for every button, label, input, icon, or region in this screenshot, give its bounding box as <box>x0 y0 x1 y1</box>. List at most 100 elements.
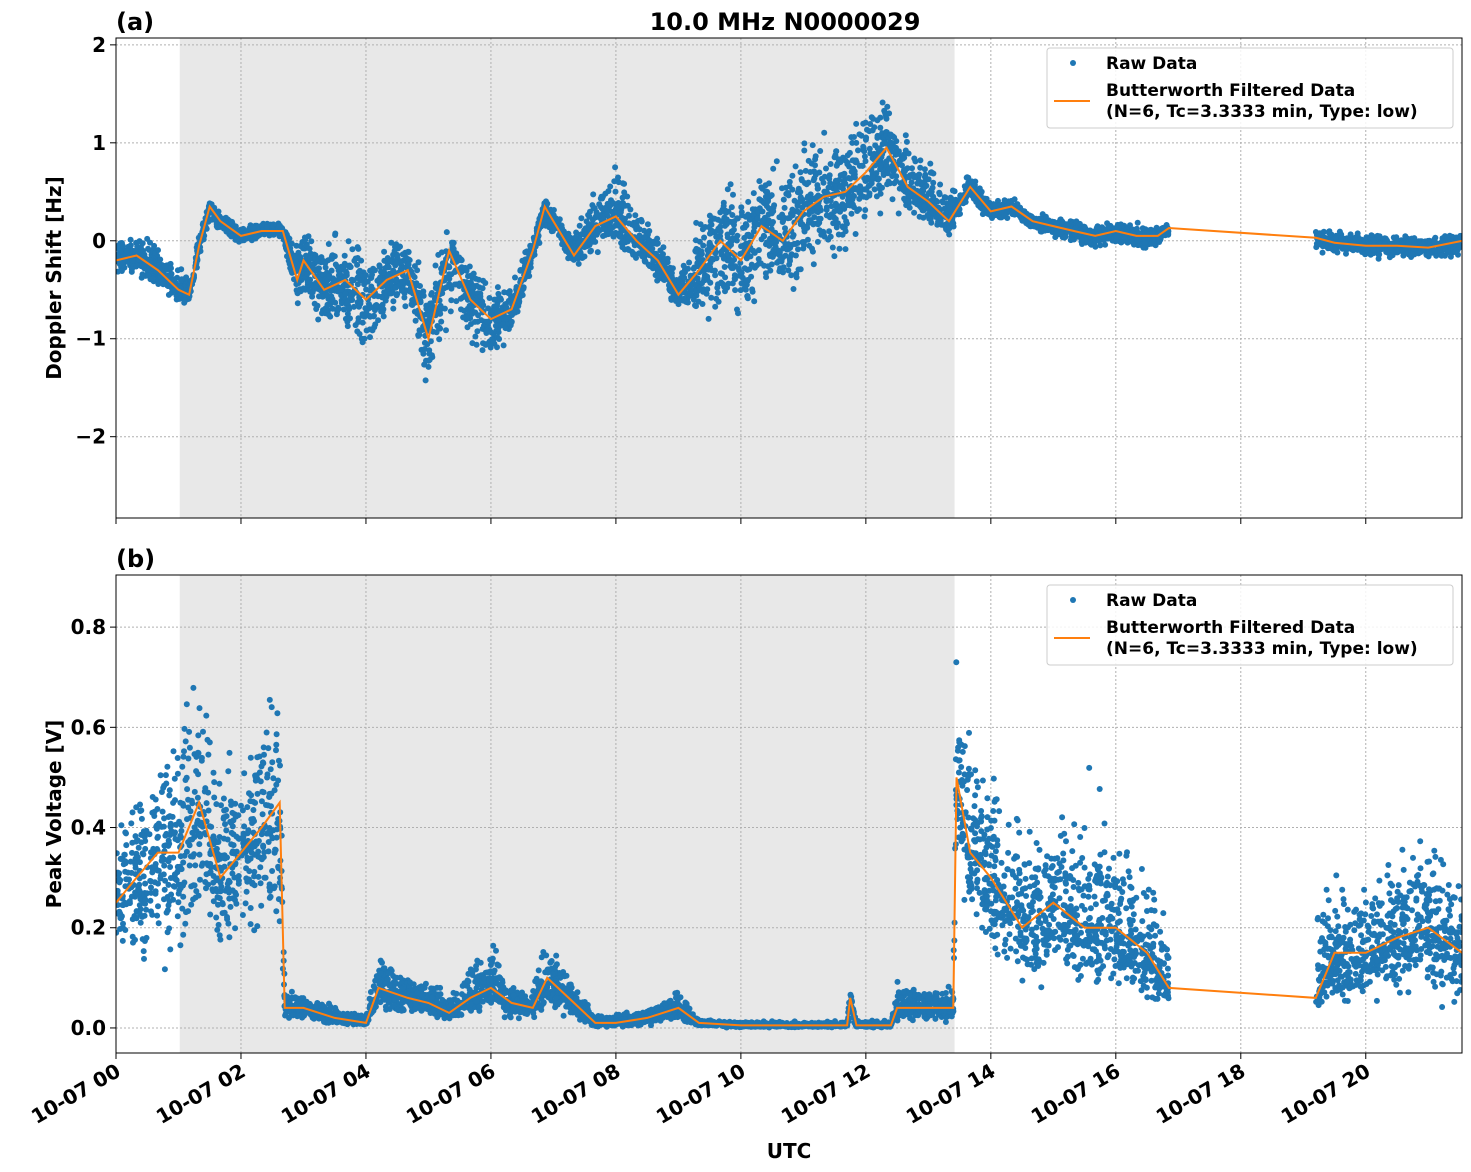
raw-point <box>609 230 616 237</box>
raw-point <box>178 276 185 283</box>
raw-point <box>927 169 934 176</box>
raw-point <box>617 209 624 216</box>
raw-point <box>401 294 408 301</box>
raw-point <box>856 195 863 202</box>
raw-point <box>632 212 639 219</box>
raw-point <box>133 262 140 269</box>
raw-point <box>902 132 909 139</box>
raw-point <box>853 120 860 127</box>
raw-point <box>264 224 270 231</box>
raw-point <box>1405 239 1412 246</box>
raw-point <box>325 311 332 318</box>
raw-point <box>414 267 421 274</box>
raw-point <box>446 275 453 282</box>
raw-point <box>415 289 422 296</box>
raw-point <box>128 268 135 275</box>
raw-point <box>947 197 954 204</box>
raw-point <box>767 267 774 274</box>
raw-point <box>468 304 475 311</box>
raw-point <box>745 231 752 238</box>
raw-point <box>602 206 609 213</box>
raw-point <box>843 220 850 227</box>
raw-point <box>612 188 619 195</box>
raw-point <box>712 303 719 310</box>
raw-point <box>728 204 735 211</box>
raw-point <box>839 172 846 179</box>
raw-point <box>909 165 915 172</box>
raw-point <box>717 233 724 240</box>
raw-point <box>396 243 403 250</box>
raw-point <box>685 265 691 272</box>
raw-point <box>765 198 771 205</box>
raw-point <box>696 284 703 291</box>
raw-point <box>741 285 748 292</box>
raw-point <box>911 174 918 181</box>
raw-point <box>723 216 730 223</box>
raw-point <box>722 209 729 216</box>
raw-point <box>744 295 751 302</box>
raw-point <box>1409 251 1416 258</box>
raw-point <box>745 198 752 205</box>
raw-point <box>809 142 816 149</box>
raw-point <box>617 233 624 240</box>
raw-point <box>666 282 672 289</box>
raw-point <box>917 157 924 164</box>
raw-point <box>761 233 768 240</box>
raw-point <box>354 281 361 288</box>
raw-point <box>1431 238 1438 244</box>
raw-point <box>626 220 632 227</box>
raw-point <box>575 240 582 247</box>
raw-point <box>593 211 600 218</box>
raw-point <box>367 334 373 341</box>
raw-point <box>276 223 283 230</box>
raw-point <box>860 146 866 153</box>
raw-point <box>500 342 507 349</box>
raw-point <box>679 270 685 276</box>
raw-point <box>336 271 343 278</box>
raw-point <box>877 162 884 169</box>
raw-point <box>794 189 801 196</box>
raw-point <box>446 264 453 271</box>
raw-point <box>489 307 496 314</box>
raw-point <box>468 289 475 296</box>
raw-point <box>118 268 125 274</box>
raw-point <box>144 266 151 273</box>
raw-point <box>789 212 796 219</box>
raw-point <box>417 283 423 289</box>
raw-point <box>614 204 621 211</box>
raw-point <box>842 228 849 235</box>
raw-point <box>349 246 356 253</box>
raw-point <box>681 295 687 302</box>
raw-point <box>728 265 735 271</box>
raw-point <box>732 287 739 294</box>
raw-point <box>325 241 332 247</box>
raw-point <box>168 265 174 272</box>
raw-point <box>405 248 412 255</box>
raw-point <box>303 242 310 249</box>
raw-point <box>1053 229 1060 236</box>
raw-point <box>644 221 651 228</box>
raw-point <box>812 171 819 178</box>
raw-point <box>572 234 579 241</box>
raw-point <box>893 178 900 185</box>
raw-point <box>607 183 614 190</box>
raw-point <box>376 276 383 282</box>
raw-point <box>590 191 597 198</box>
raw-point <box>826 228 833 235</box>
raw-point <box>661 261 668 267</box>
raw-point <box>1038 226 1045 233</box>
raw-point <box>852 231 859 237</box>
raw-point <box>447 308 454 315</box>
raw-point <box>748 261 755 268</box>
raw-point <box>812 153 819 160</box>
raw-point <box>729 212 736 218</box>
raw-point <box>363 327 370 334</box>
raw-point <box>723 221 730 227</box>
raw-point <box>430 328 437 335</box>
raw-point <box>722 288 728 295</box>
raw-point <box>737 259 744 266</box>
raw-point <box>786 255 793 262</box>
raw-point <box>912 196 918 203</box>
raw-point <box>381 248 388 255</box>
